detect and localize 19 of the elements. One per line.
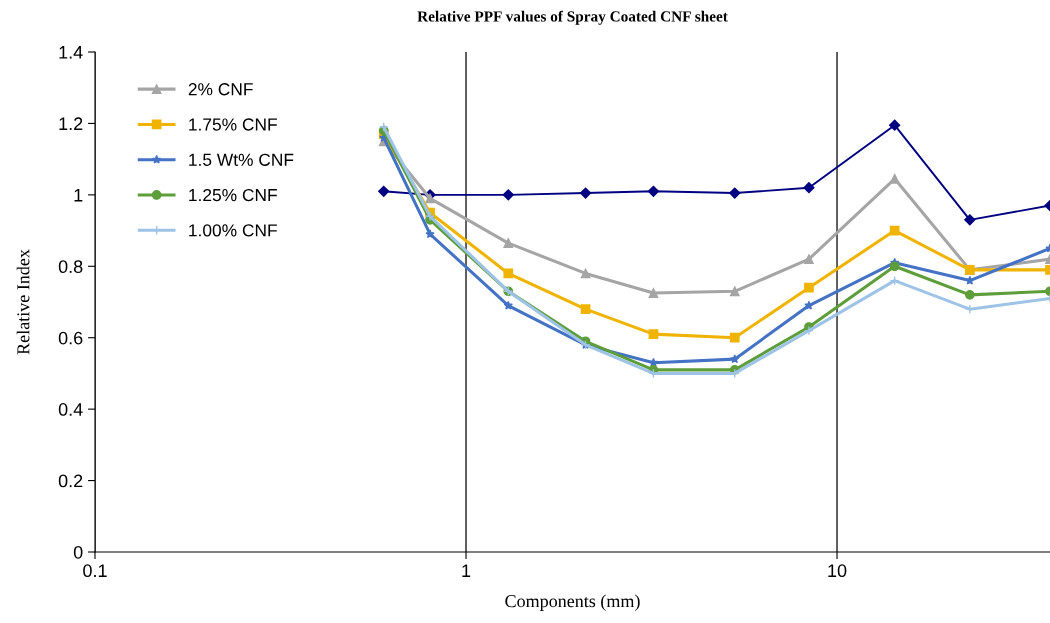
x-tick-label: 0.1 — [83, 564, 107, 578]
legend-label: 2% CNF — [188, 83, 253, 96]
y-tick-label: 1 — [74, 188, 83, 202]
x-tick-label: 1 — [462, 564, 471, 577]
y-tick-label: 0.6 — [58, 331, 83, 345]
y-tick-label: 0 — [73, 545, 83, 559]
y-tick-label: 0.4 — [58, 403, 83, 416]
legend-label: 1.75% CNF — [189, 118, 277, 131]
y-tick-label: 1.2 — [59, 117, 83, 130]
x-axis-title: Components (mm) — [505, 594, 640, 611]
legend-label: 1.5 Wt% CNF — [189, 153, 294, 166]
y-tick-label: 1.4 — [59, 46, 83, 59]
legend-label: 1.25% CNF — [189, 188, 277, 202]
legend-label: 1.00% CNF — [189, 224, 277, 237]
chart-title: Relative PPF values of Spray Coated CNF sheet — [417, 10, 728, 25]
y-axis-title: Relative Index — [16, 249, 30, 355]
x-tick-label: 10 — [828, 564, 847, 578]
y-tick-label: 0.2 — [58, 474, 83, 488]
y-tick-label: 0.8 — [58, 260, 83, 274]
